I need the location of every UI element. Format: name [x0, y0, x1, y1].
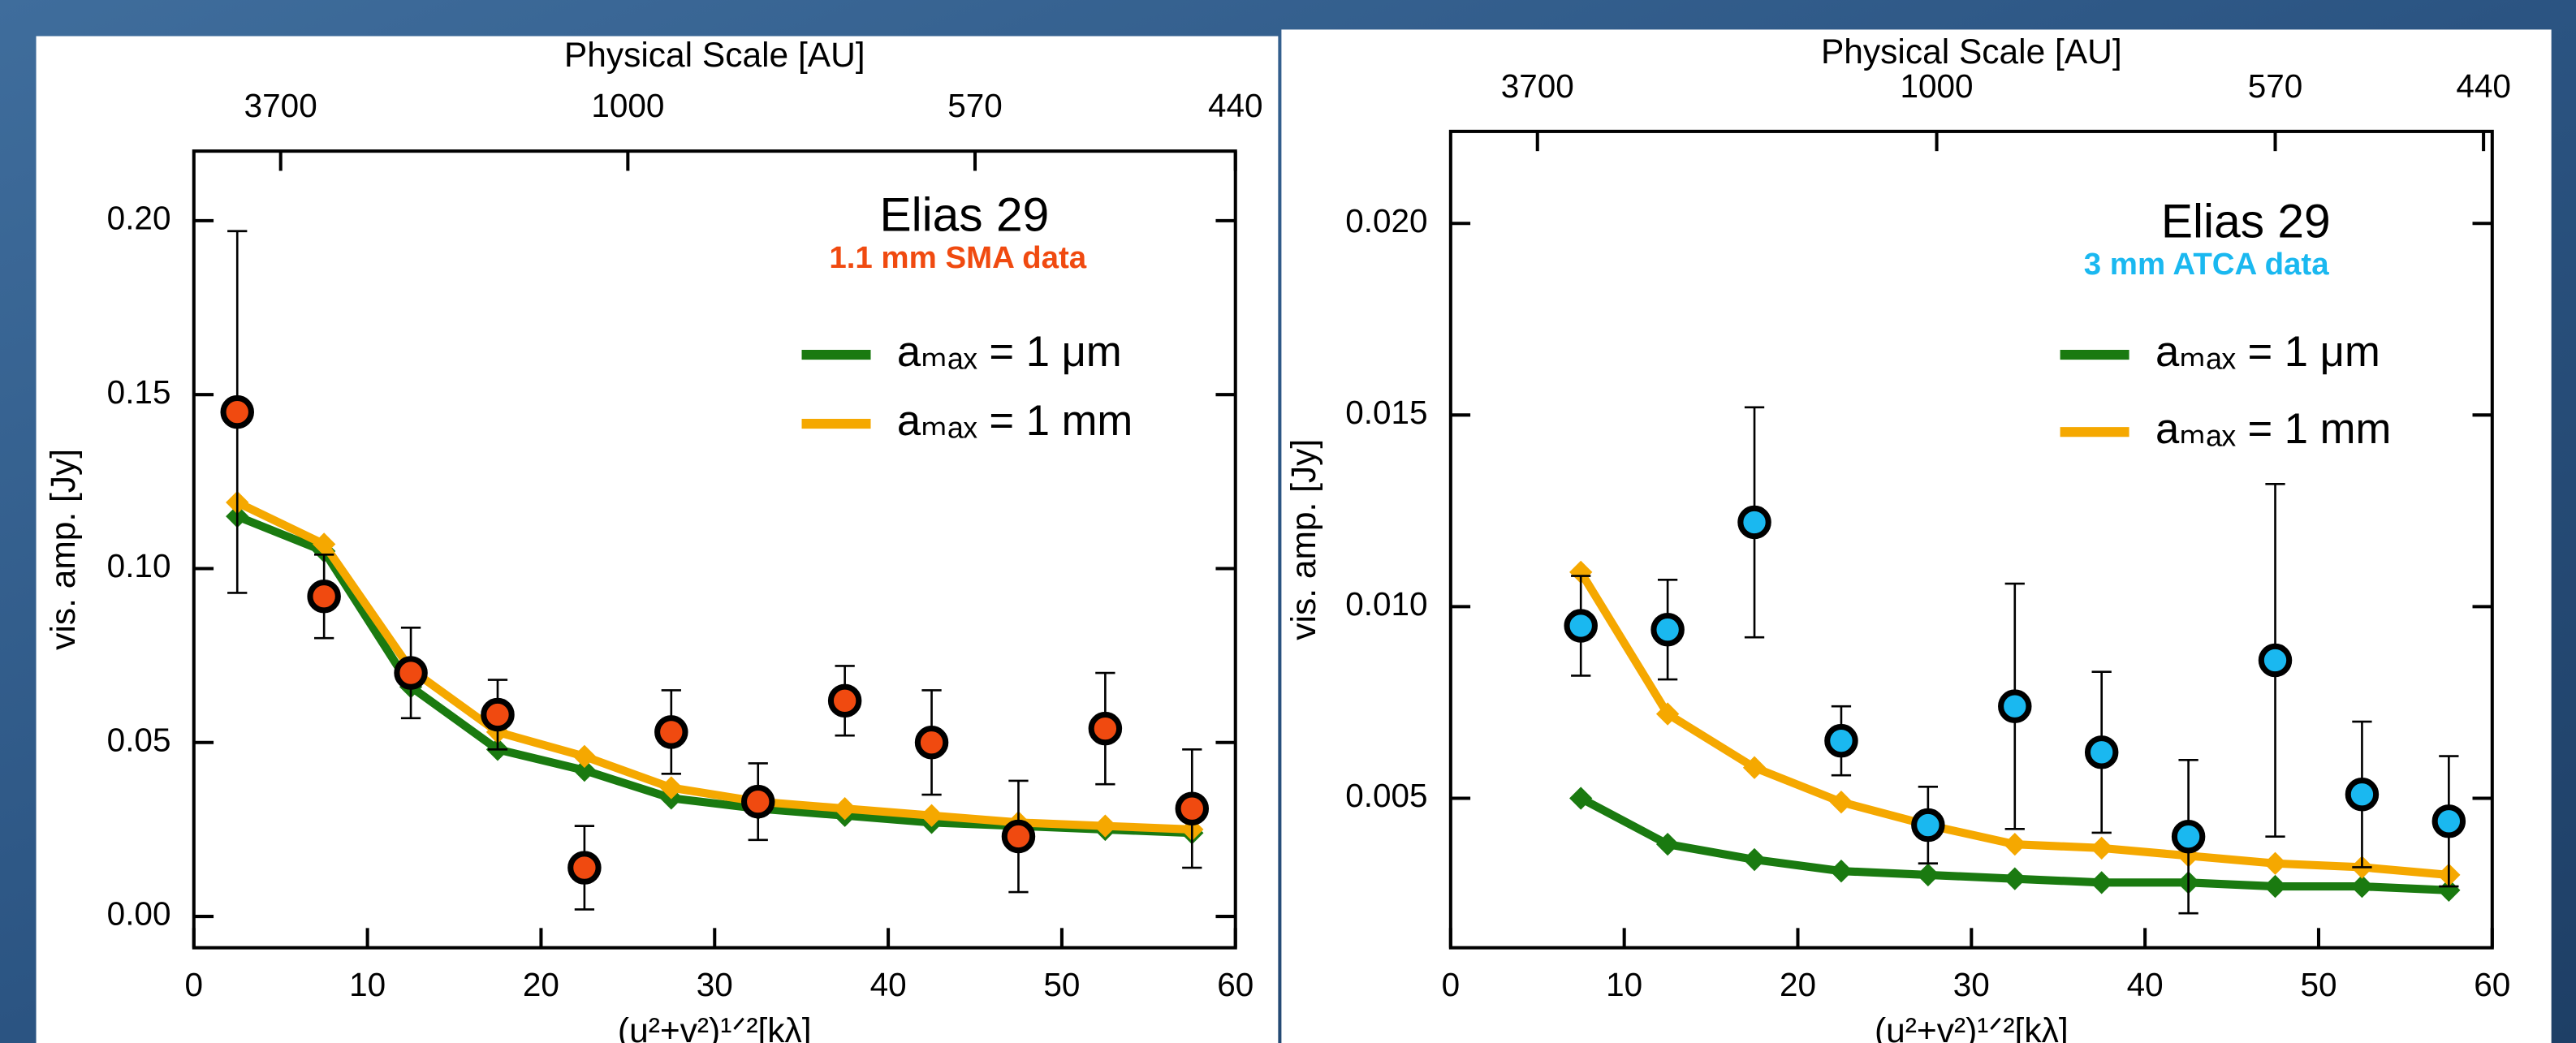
top-axis-title: Physical Scale [AU]: [1821, 33, 2122, 71]
model-marker: [1742, 756, 1767, 779]
legend-label: aₘₐₓ = 1 μm: [897, 328, 1122, 376]
model-marker: [2437, 878, 2461, 902]
x-tick-label: 30: [1953, 966, 1990, 1003]
y-axis-title: vis. amp. [Jy]: [1285, 439, 1323, 640]
top-tick-label: 440: [1208, 87, 1263, 124]
chart-title: Elias 29: [2161, 196, 2331, 248]
data-point: [2345, 778, 2380, 812]
x-tick-label: 30: [697, 966, 733, 1003]
legend-label: aₘₐₓ = 1 mm: [897, 397, 1133, 445]
x-tick-label: 0: [185, 966, 204, 1003]
data-point: [394, 656, 428, 690]
x-tick-label: 0: [1442, 966, 1461, 1003]
data-point: [914, 726, 949, 760]
data-point: [2084, 735, 2119, 769]
top-tick-label: 570: [2248, 67, 2303, 105]
x-tick-label: 50: [2300, 966, 2337, 1003]
y-tick-label: 0.005: [1345, 777, 1427, 814]
y-tick-label: 0.015: [1345, 394, 1427, 431]
top-axis-title: Physical Scale [AU]: [564, 37, 865, 75]
data-point: [220, 394, 254, 429]
data-point: [307, 580, 341, 614]
y-tick-label: 0.15: [107, 373, 171, 411]
x-tick-label: 20: [1780, 966, 1816, 1003]
x-axis-title: (u²+v²)¹ᐟ²[kλ]: [618, 1012, 812, 1043]
chart-subtitle: 1.1 mm SMA data: [829, 240, 1086, 275]
data-point: [2431, 804, 2466, 838]
y-tick-label: 0.020: [1345, 202, 1427, 239]
y-tick-label: 0.20: [107, 200, 171, 237]
data-point: [1737, 505, 1771, 540]
data-point: [1175, 791, 1210, 825]
model-marker: [833, 797, 857, 821]
data-point: [1001, 819, 1036, 854]
data-point: [1998, 689, 2032, 723]
x-tick-label: 60: [2474, 966, 2510, 1003]
top-tick-label: 3700: [244, 87, 317, 124]
y-tick-label: 0.00: [107, 895, 171, 933]
data-point: [740, 784, 775, 819]
y-tick-label: 0.05: [107, 721, 171, 758]
data-point: [654, 715, 688, 749]
x-tick-label: 60: [1217, 966, 1253, 1003]
data-point: [1824, 723, 1858, 758]
model-marker: [1916, 863, 1940, 887]
x-tick-label: 40: [870, 966, 907, 1003]
top-tick-label: 1000: [1901, 67, 1974, 105]
data-point: [1650, 612, 1685, 647]
x-tick-label: 10: [349, 966, 386, 1003]
data-point: [1911, 808, 1945, 843]
top-tick-label: 570: [947, 87, 1003, 124]
chart-title: Elias 29: [879, 189, 1049, 242]
y-tick-label: 0.010: [1345, 585, 1427, 623]
model-marker: [2090, 836, 2113, 860]
panel-left: [36, 36, 1279, 1043]
legend-label: aₘₐₓ = 1 mm: [2155, 405, 2391, 453]
chart-subtitle: 3 mm ATCA data: [2084, 247, 2329, 282]
data-point: [567, 851, 602, 885]
data-point: [827, 683, 862, 718]
model-marker: [2090, 871, 2113, 894]
legend-label: aₘₐₓ = 1 μm: [2155, 328, 2380, 376]
data-point: [1088, 711, 1123, 746]
model-line: [235, 498, 1193, 834]
x-tick-label: 50: [1043, 966, 1080, 1003]
model-marker: [572, 758, 597, 782]
y-tick-label: 0.10: [107, 547, 171, 584]
data-point: [481, 697, 515, 732]
model-marker: [2263, 851, 2287, 875]
x-tick-label: 40: [2127, 966, 2164, 1003]
y-axis-title: vis. amp. [Jy]: [45, 449, 83, 650]
data-point: [2171, 819, 2206, 854]
x-tick-label: 20: [523, 966, 559, 1003]
top-tick-label: 1000: [591, 87, 664, 124]
top-tick-label: 3700: [1501, 67, 1574, 105]
x-axis-title: (u²+v²)¹ᐟ²[kλ]: [1875, 1012, 2069, 1043]
x-tick-label: 10: [1606, 966, 1642, 1003]
data-point: [1564, 609, 1598, 643]
data-point: [2258, 643, 2293, 678]
top-tick-label: 440: [2456, 67, 2511, 105]
